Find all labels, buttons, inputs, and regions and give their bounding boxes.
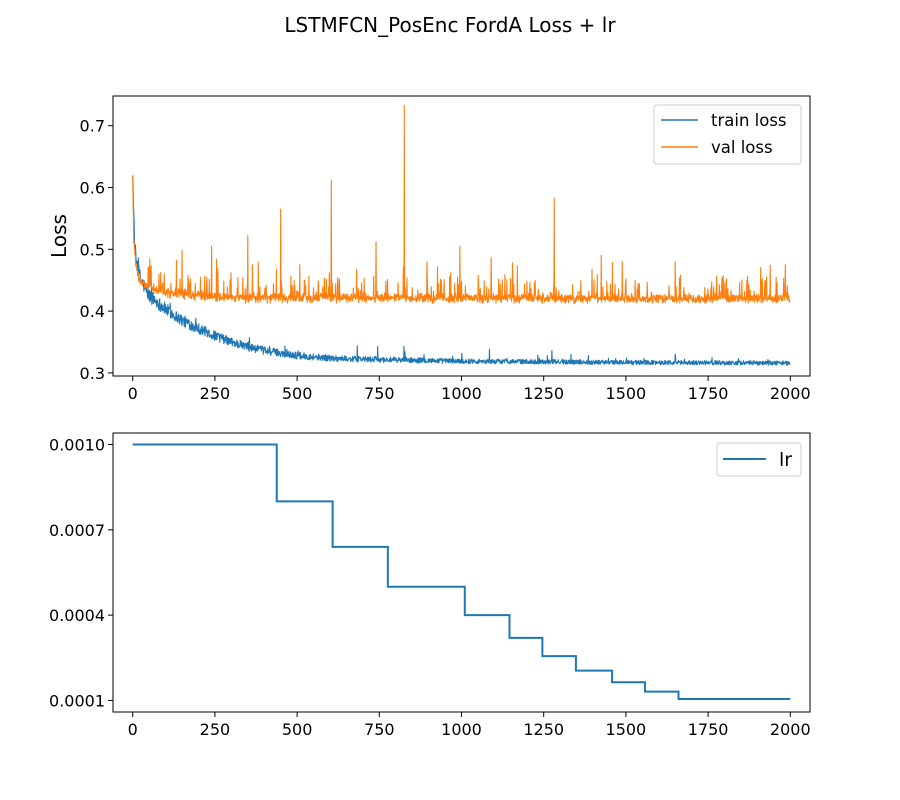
train-loss-line — [132, 175, 791, 366]
x-tick-label: 1000 — [441, 384, 482, 403]
x-tick-label: 0 — [128, 384, 138, 403]
y-tick-label: 0.0001 — [49, 691, 105, 710]
lr-axes-frame — [112, 432, 811, 713]
x-tick-label: 500 — [282, 384, 313, 403]
x-tick-label: 1500 — [606, 720, 647, 739]
figure-title: LSTMFCN_PosEnc FordA Loss + lr — [284, 13, 616, 37]
loss-axes-frame — [112, 95, 811, 377]
loss-y-axis-ticks: 0.3 0.4 0.5 0.6 0.7 — [80, 117, 113, 383]
y-tick-label: 0.5 — [80, 240, 105, 259]
loss-x-axis-ticks: 0 250 500 750 1000 1250 1500 1750 2000 — [128, 376, 811, 403]
lr-subplot: 0.0001 0.0004 0.0007 0.0010 0 250 500 750 1000 1… — [49, 432, 811, 739]
x-tick-label: 1750 — [688, 720, 729, 739]
x-tick-label: 0 — [128, 720, 138, 739]
x-tick-label: 250 — [200, 384, 231, 403]
lr-y-axis-ticks: 0.0001 0.0004 0.0007 0.0010 — [49, 436, 113, 710]
y-tick-label: 0.0004 — [49, 606, 105, 625]
y-tick-label: 0.3 — [80, 364, 105, 383]
x-tick-label: 250 — [200, 720, 231, 739]
x-tick-label: 1250 — [523, 384, 564, 403]
lr-series-group — [132, 443, 791, 701]
val-loss-line — [132, 104, 791, 305]
y-tick-label: 0.0007 — [49, 521, 105, 540]
loss-series-group — [132, 104, 791, 366]
lr-x-axis-ticks: 0 250 500 750 1000 1250 1500 1750 2000 — [128, 712, 811, 739]
x-tick-label: 750 — [364, 720, 395, 739]
x-tick-label: 2000 — [770, 384, 811, 403]
x-tick-label: 1500 — [606, 384, 647, 403]
y-tick-label: 0.6 — [80, 178, 105, 197]
x-tick-label: 500 — [282, 720, 313, 739]
x-tick-label: 1250 — [523, 720, 564, 739]
legend-train-loss-label: train loss — [711, 111, 787, 130]
legend-val-loss-label: val loss — [711, 138, 773, 157]
loss-y-axis-label: Loss — [47, 214, 71, 258]
lr-step-line — [132, 443, 791, 701]
loss-legend: train loss val loss — [653, 104, 802, 165]
x-tick-label: 2000 — [770, 720, 811, 739]
lr-legend: lr — [716, 442, 802, 477]
x-tick-label: 750 — [364, 384, 395, 403]
y-tick-label: 0.4 — [80, 302, 105, 321]
x-tick-label: 1750 — [688, 384, 729, 403]
y-tick-label: 0.0010 — [49, 436, 105, 455]
x-tick-label: 1000 — [441, 720, 482, 739]
loss-subplot: 0.3 0.4 0.5 0.6 0.7 0 250 500 750 1000 1250 1500 17… — [47, 95, 811, 403]
legend-lr-label: lr — [779, 449, 792, 471]
y-tick-label: 0.7 — [80, 117, 105, 136]
